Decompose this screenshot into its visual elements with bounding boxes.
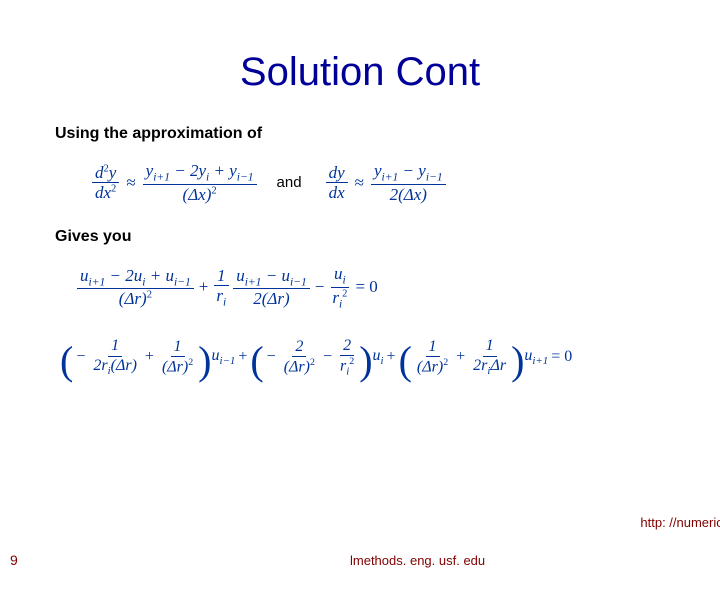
approximation-equations: d2ydx2 ≈ yi+1 − 2yi + yi−1(Δx)2 and dydx…: [90, 161, 720, 204]
equation-grouped: ( − 12ri(Δr) + 1(Δr)2 ) ui−1 + ( − 2(Δr)…: [60, 337, 575, 378]
equation-expanded: ui+1 − 2ui + ui−1(Δr)2 + 1ri ui+1 − ui−1…: [75, 264, 381, 310]
footer-url-rt: http: //numerica: [640, 515, 720, 530]
gives-you-line: Gives you: [55, 228, 720, 246]
eq-dy-dx: dydx ≈ yi+1 − yi−12(Δx): [324, 161, 448, 204]
eq-d2y-dx2: d2ydx2 ≈ yi+1 − 2yi + yi−1(Δx)2: [90, 161, 259, 204]
and-text: and: [277, 174, 302, 191]
slide-title: Solution Cont: [0, 50, 720, 95]
intro-line: Using the approximation of: [55, 125, 720, 143]
footer-url-mid: lmethods. eng. usf. edu: [350, 553, 485, 568]
page-number: 9: [10, 552, 18, 568]
